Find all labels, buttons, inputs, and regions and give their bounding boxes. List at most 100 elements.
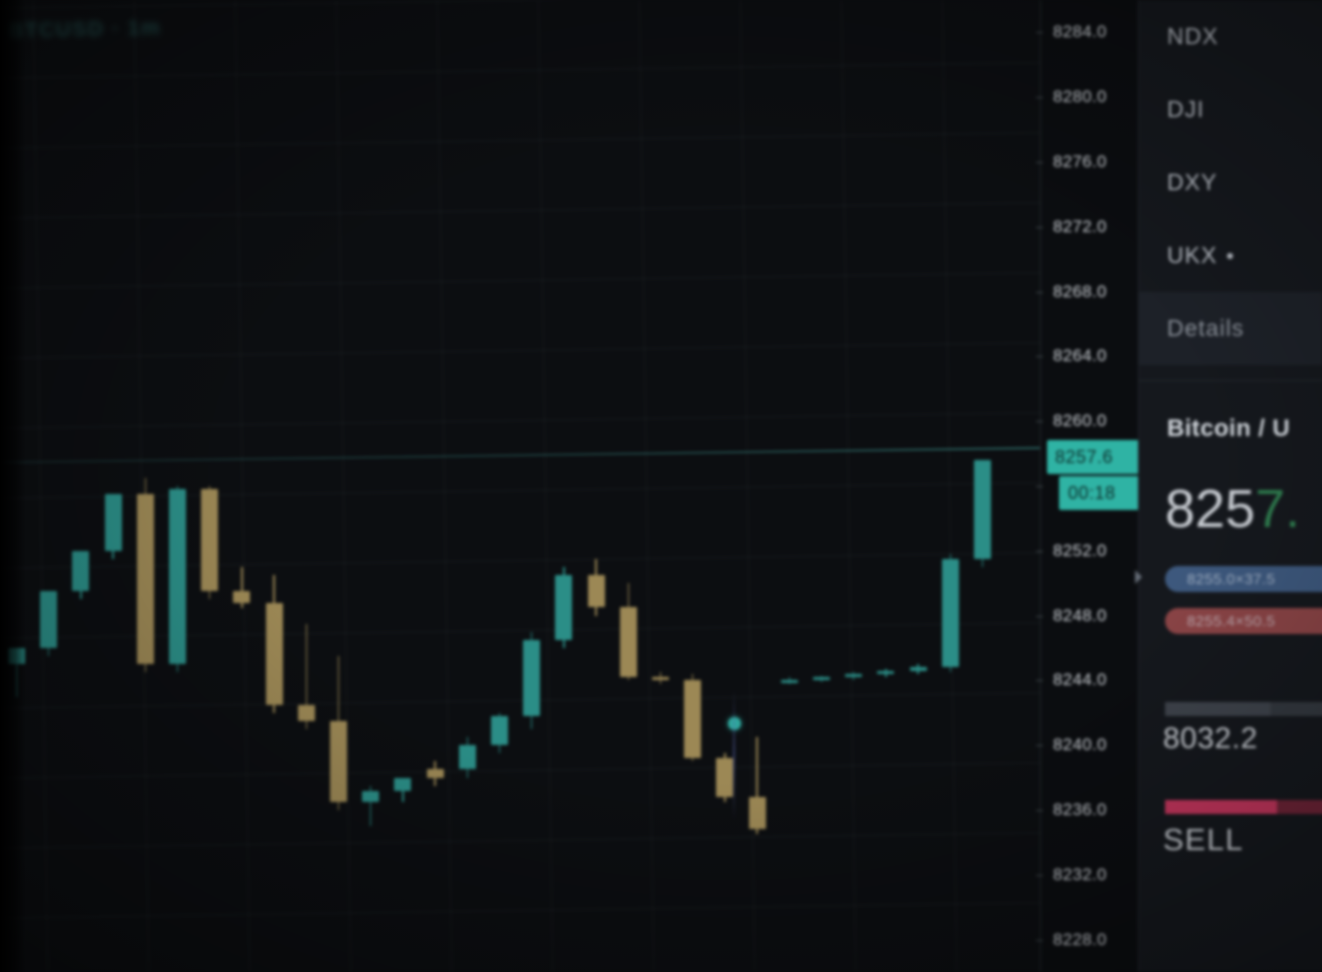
candlestick — [362, 785, 380, 827]
sidebar-item-dji[interactable]: DJI — [1139, 73, 1322, 146]
price-tick-label: 8280.0 — [1053, 87, 1107, 107]
candle-body — [523, 639, 541, 717]
candle-body — [780, 680, 798, 683]
price-tick — [1036, 550, 1043, 552]
sell-strength-bar — [1165, 800, 1322, 814]
last-price-integer: 825 — [1165, 479, 1256, 539]
candlestick — [619, 583, 637, 681]
price-tick — [1036, 486, 1043, 487]
candlestick — [458, 737, 476, 778]
sidebar-item-label: DXY — [1167, 169, 1218, 195]
sidebar-divider — [1139, 380, 1322, 381]
candlestick — [523, 631, 541, 729]
candle-body — [716, 758, 734, 798]
price-axis[interactable]: 8284.0 8280.0 8276.0 8272.0 8268.0 8264.0 8260… — [1036, 0, 1139, 972]
candlestick — [555, 567, 573, 648]
candle-body — [941, 558, 959, 668]
candlestick — [491, 712, 508, 754]
last-price-display: 8257. — [1165, 478, 1300, 540]
candle-body — [426, 769, 444, 778]
candlestick — [265, 575, 283, 713]
price-tick — [1036, 421, 1043, 423]
candlestick — [136, 477, 154, 673]
sidebar-item-ukx[interactable]: UKX — [1139, 219, 1322, 292]
candlestick-series — [8, 460, 991, 835]
sidebar-item-label: DJI — [1167, 96, 1205, 122]
price-tick — [1036, 680, 1043, 682]
candle-body — [330, 720, 347, 802]
candle-body — [877, 670, 895, 674]
candle-body — [909, 667, 927, 671]
price-tick — [1036, 745, 1043, 747]
price-tick-label: 8264.0 — [1053, 346, 1107, 366]
candle-body — [233, 591, 251, 603]
candle-body — [394, 777, 412, 791]
price-tick-label: 8284.0 — [1053, 22, 1107, 42]
price-tick-label: 8232.0 — [1053, 864, 1107, 884]
price-tick — [1036, 97, 1043, 99]
right-sidebar[interactable]: NDX DJI DXY UKX Details Bitcoin / U 8257. 82… — [1135, 0, 1322, 972]
candlestick — [909, 664, 927, 674]
price-tick — [1036, 939, 1043, 941]
price-tick-label: 8236.0 — [1053, 800, 1107, 819]
sidebar-item-dxy[interactable]: DXY — [1139, 146, 1322, 219]
candle-body — [136, 494, 154, 665]
candlestick — [974, 460, 991, 567]
candle-body — [201, 489, 219, 592]
current-price-value: 8257.6 — [1055, 446, 1114, 467]
candle-body — [458, 745, 476, 770]
price-tick — [1036, 810, 1043, 811]
current-price-tag: 8257.6 — [1047, 440, 1139, 474]
price-tick-label: 8272.0 — [1053, 216, 1107, 236]
candle-body — [72, 550, 90, 592]
bid-quote-badge: 8255.0×37.5 — [1165, 566, 1322, 592]
candle-body — [845, 673, 863, 678]
sidebar-item-label: UKX — [1167, 242, 1218, 268]
candlestick — [104, 494, 122, 559]
countdown-value: 00:18 — [1068, 482, 1116, 503]
last-price-decimal: 7. — [1255, 479, 1301, 539]
symbol-title: Bitcoin / U — [1167, 415, 1291, 442]
sidebar-item-ndx[interactable]: NDX — [1139, 0, 1322, 73]
candlestick — [40, 591, 58, 657]
candlestick — [297, 623, 315, 729]
candle-body — [491, 716, 508, 746]
candlestick — [394, 777, 412, 802]
candlestick — [426, 761, 444, 786]
candlestick — [845, 672, 863, 681]
watchlist-nav[interactable]: NDX DJI DXY UKX Details — [1139, 0, 1322, 365]
candlestick — [8, 648, 25, 697]
chevron-right-icon[interactable] — [1135, 570, 1142, 584]
candle-body — [587, 575, 605, 608]
candle-body — [748, 797, 766, 830]
candlestick — [72, 550, 90, 600]
sidebar-item-details[interactable]: Details — [1139, 292, 1322, 365]
candle-body — [652, 677, 669, 681]
candle-body — [104, 494, 122, 551]
price-tick — [1036, 32, 1043, 34]
candlestick — [780, 677, 798, 684]
price-tick-label: 8268.0 — [1053, 281, 1107, 301]
price-chart-canvas[interactable]: BTCUSD · 1m — [0, 0, 1040, 972]
price-tick-label: 8276.0 — [1053, 152, 1107, 171]
candle-body — [265, 602, 283, 705]
price-tick-label: 8228.0 — [1053, 929, 1107, 949]
candlestick — [652, 672, 669, 684]
candlestick — [716, 753, 734, 802]
price-tick — [1036, 874, 1043, 876]
bar-countdown-tag: 00:18 — [1059, 476, 1139, 510]
sell-label: SELL — [1163, 822, 1244, 857]
candle-body — [813, 677, 830, 681]
candle-body — [169, 489, 186, 665]
price-tick — [1036, 615, 1043, 617]
candle-body — [684, 680, 702, 759]
bid-quote-text: 8255.0×37.5 — [1187, 570, 1276, 588]
volume-bar — [1165, 702, 1322, 716]
candle-body — [297, 704, 315, 721]
price-tick-label: 8260.0 — [1053, 411, 1107, 431]
price-tick — [1036, 291, 1043, 293]
candlestick — [330, 656, 347, 810]
candle-body — [619, 607, 637, 678]
candlestick — [233, 567, 251, 608]
candlestick — [169, 486, 186, 673]
